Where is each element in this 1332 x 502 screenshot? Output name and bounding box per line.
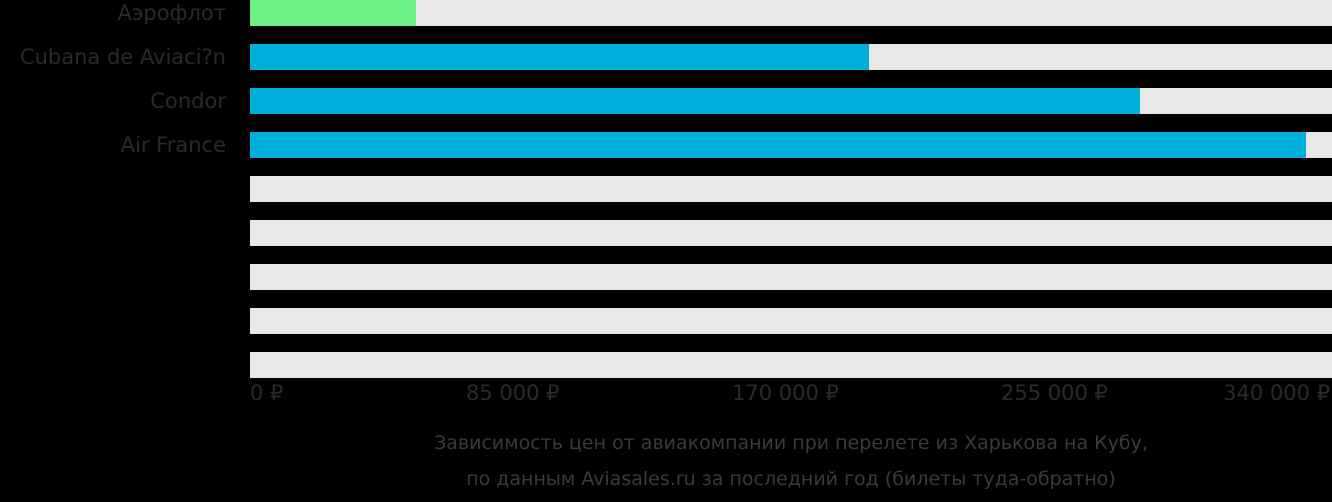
x-tick-85000: 85 000 ₽ xyxy=(466,381,560,405)
bar-track xyxy=(250,0,1332,26)
row-label-air-france: Air France xyxy=(120,133,226,157)
bar-condor xyxy=(250,88,1140,114)
bar-air-france xyxy=(250,132,1306,158)
x-tick-255000: 255 000 ₽ xyxy=(1001,381,1108,405)
empty-bar-track xyxy=(250,352,1332,378)
row-label-cubana: Cubana de Aviaci?n xyxy=(19,45,226,69)
bar-track xyxy=(250,88,1332,114)
bar-track xyxy=(250,132,1332,158)
empty-bar-track xyxy=(250,308,1332,334)
bar-track xyxy=(250,44,1332,70)
row-label-condor: Condor xyxy=(150,89,226,113)
chart-caption-line-1: Зависимость цен от авиакомпании при пере… xyxy=(434,432,1148,454)
x-tick-170000: 170 000 ₽ xyxy=(732,381,839,405)
empty-bar-track xyxy=(250,264,1332,290)
x-tick-0: 0 ₽ xyxy=(250,381,284,405)
chart-caption-line-2: по данным Aviasales.ru за последний год … xyxy=(466,468,1116,490)
bar-cubana xyxy=(250,44,869,70)
empty-bar-track xyxy=(250,176,1332,202)
empty-bar-track xyxy=(250,220,1332,246)
x-tick-340000: 340 000 ₽ xyxy=(1223,381,1330,405)
row-label-aeroflot: Аэрофлот xyxy=(117,1,226,25)
bar-aeroflot xyxy=(250,0,416,26)
